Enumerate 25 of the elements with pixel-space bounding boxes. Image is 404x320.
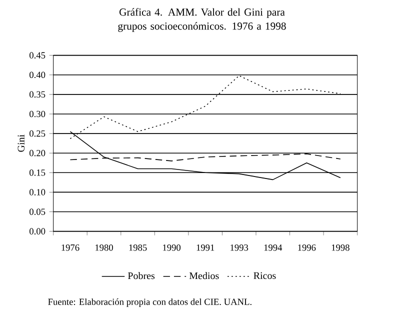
- y-tick-label: 0.00: [30, 228, 46, 234]
- y-tick-label: 0.35: [30, 91, 46, 98]
- x-tick-label: 1994: [264, 244, 282, 251]
- x-tick-label: 1980: [95, 244, 113, 251]
- y-tick-label: 0.05: [30, 208, 46, 215]
- chart-title: Gráfica 4. AMM. Valor del Gini para grupos socioeconómicos. 1976 a 1998: [118, 8, 286, 32]
- x-tick-label: 1996: [298, 244, 316, 251]
- x-tick-label: 1991: [196, 244, 214, 251]
- x-tick-label: 1985: [129, 244, 147, 251]
- y-tick-label: 0.40: [30, 72, 46, 78]
- legend-label: Medios: [189, 272, 219, 280]
- y-tick-label: 0.45: [30, 52, 46, 58]
- legend-label: Ricos: [254, 272, 276, 279]
- x-tick-label: 1998: [332, 244, 350, 251]
- source-note: Fuente: Elaboración propia con datos del CIE. UANL.: [48, 298, 252, 307]
- y-tick-label: 0.10: [30, 189, 46, 196]
- y-tick-label: 0.25: [30, 130, 46, 137]
- legend-label: Pobres: [128, 272, 155, 280]
- y-axis-title: Gini: [18, 134, 24, 152]
- y-tick-label: 0.30: [30, 110, 46, 118]
- x-tick-label: 1993: [230, 244, 248, 251]
- y-tick-label: 0.20: [30, 150, 46, 156]
- x-tick-label: 1990: [163, 244, 181, 251]
- y-tick-label: 0.15: [30, 169, 46, 176]
- x-tick-label: 1976: [62, 244, 80, 251]
